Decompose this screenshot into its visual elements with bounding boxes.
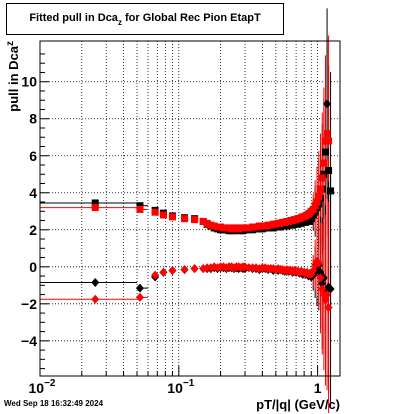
y-axis-title-subscript: z	[5, 41, 16, 46]
data-points	[91, 99, 335, 313]
tick-labels: −4 −2 0 2 4 6 8 10 10−2 10−1 1	[21, 74, 322, 396]
square-marker	[168, 213, 176, 221]
diamond-marker	[323, 99, 332, 109]
x-tick-label: 1	[314, 380, 322, 396]
y-tick-label: 6	[29, 148, 37, 164]
chart-title-box: Fitted pull in Dcaz for Global Rec Pion …	[6, 3, 284, 35]
diamond-marker	[316, 273, 325, 283]
diamond-marker	[314, 258, 323, 268]
diamond-marker	[326, 284, 335, 294]
square-marker	[318, 174, 326, 182]
axis-ticks	[39, 53, 319, 376]
square-marker	[136, 205, 144, 213]
x-tick-label: 10−2	[29, 378, 56, 396]
diamond-marker	[159, 267, 168, 277]
y-tick-label: 0	[29, 259, 37, 275]
y-axis-title-main: pull in Dca	[6, 45, 21, 112]
square-marker	[91, 199, 99, 207]
square-marker	[320, 170, 328, 178]
x-tick-label: 10−1	[167, 378, 194, 396]
square-marker	[323, 130, 331, 138]
chart-title-rest: for Global Rec Pion EtapT	[121, 12, 261, 24]
y-tick-label: 8	[29, 111, 37, 127]
square-marker	[325, 167, 333, 175]
x-axis-title: pT/|q| (GeV/c)	[256, 397, 340, 412]
square-marker	[191, 216, 199, 224]
diamond-marker	[168, 266, 177, 276]
grid-lines	[40, 41, 340, 376]
diamond-marker	[135, 292, 144, 302]
y-tick-label: 10	[21, 74, 37, 90]
square-marker	[199, 217, 207, 225]
square-marker	[151, 208, 159, 216]
square-marker	[309, 205, 317, 213]
square-marker	[317, 185, 325, 193]
timestamp: Wed Sep 18 16:32:49 2024	[4, 399, 104, 408]
error-bars	[40, 8, 332, 414]
diamond-marker	[91, 294, 100, 304]
y-tick-label: −4	[21, 333, 37, 349]
chart-title-main: Fitted pull in Dca	[29, 12, 118, 24]
square-marker	[245, 224, 253, 232]
plot-frame	[39, 40, 341, 377]
square-marker	[320, 159, 328, 167]
square-marker	[327, 187, 335, 195]
square-marker	[91, 204, 99, 212]
square-marker	[181, 215, 189, 223]
diamond-marker	[190, 264, 199, 274]
diamond-marker	[135, 283, 144, 293]
square-marker	[311, 202, 319, 210]
y-tick-label: −2	[21, 296, 37, 312]
square-marker	[313, 198, 321, 206]
diamond-marker	[180, 265, 189, 275]
square-marker	[203, 219, 211, 227]
square-marker	[307, 215, 315, 223]
chart-title-subscript: z	[117, 18, 122, 27]
square-marker	[322, 148, 330, 156]
y-axis-title: pull in Dcaz	[5, 41, 21, 112]
square-marker	[315, 192, 323, 200]
diamond-marker	[91, 278, 100, 288]
diamond-marker	[151, 270, 160, 280]
chart-title: Fitted pull in Dcaz for Global Rec Pion …	[7, 12, 283, 27]
square-marker	[241, 224, 249, 232]
square-marker	[136, 202, 144, 210]
square-marker	[325, 137, 333, 145]
y-tick-label: 2	[29, 222, 37, 238]
square-marker	[159, 211, 167, 219]
diamond-marker	[324, 303, 333, 313]
diamond-marker	[316, 267, 325, 277]
diamond-marker	[323, 290, 332, 300]
y-tick-label: 4	[29, 185, 37, 201]
